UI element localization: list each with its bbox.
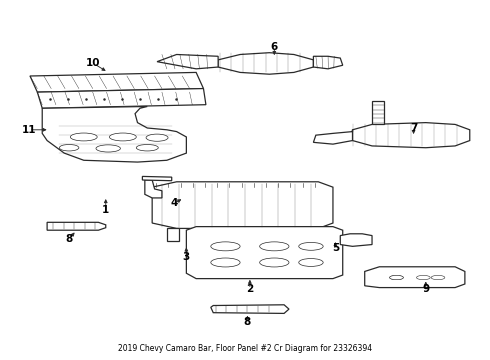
Ellipse shape [136,144,158,151]
Text: 10: 10 [86,58,101,68]
Ellipse shape [260,242,289,251]
Ellipse shape [390,275,403,280]
Ellipse shape [416,275,430,280]
Ellipse shape [431,275,445,280]
Ellipse shape [96,145,121,152]
Polygon shape [372,101,384,125]
Text: 1: 1 [102,206,109,216]
Text: 8: 8 [244,317,251,327]
Text: 2019 Chevy Camaro Bar, Floor Panel #2 Cr Diagram for 23326394: 2019 Chevy Camaro Bar, Floor Panel #2 Cr… [118,344,372,353]
Polygon shape [47,222,106,230]
Text: 2: 2 [246,284,253,294]
Text: 8: 8 [66,234,73,244]
Text: 6: 6 [270,42,278,52]
Polygon shape [30,72,203,92]
Ellipse shape [260,258,289,267]
Polygon shape [42,107,186,162]
Polygon shape [352,123,470,148]
Polygon shape [218,53,314,74]
Polygon shape [37,89,206,108]
Polygon shape [365,267,465,288]
Polygon shape [211,305,289,314]
Polygon shape [167,228,179,241]
Polygon shape [340,234,372,246]
Polygon shape [314,56,343,69]
Polygon shape [157,54,218,69]
Ellipse shape [59,144,79,151]
Ellipse shape [211,258,240,267]
Ellipse shape [71,133,97,141]
Text: 11: 11 [22,125,36,135]
Polygon shape [143,176,172,181]
Polygon shape [211,228,223,241]
Ellipse shape [299,258,323,266]
Polygon shape [306,228,318,241]
Ellipse shape [211,242,240,251]
Text: 5: 5 [332,243,339,253]
Polygon shape [186,226,343,279]
Ellipse shape [109,133,136,141]
Polygon shape [260,228,272,241]
Text: 4: 4 [171,198,178,208]
Ellipse shape [390,275,403,280]
Text: 9: 9 [422,284,429,294]
Polygon shape [152,182,333,228]
Text: 7: 7 [410,123,417,133]
Polygon shape [314,130,352,144]
Ellipse shape [146,134,168,141]
Polygon shape [145,180,162,198]
Ellipse shape [299,242,323,250]
Text: 3: 3 [183,252,190,262]
